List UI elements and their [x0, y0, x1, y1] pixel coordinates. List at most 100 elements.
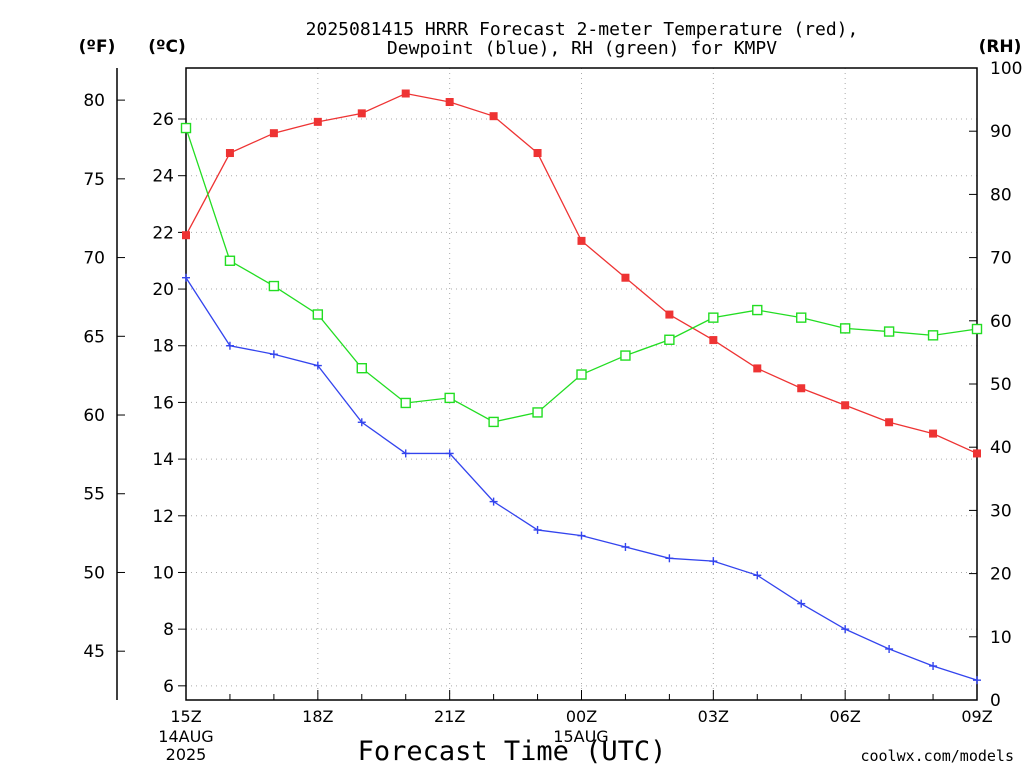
- fahrenheit-tick-label: 60: [83, 406, 105, 426]
- time-tick-label: 18Z: [302, 707, 333, 726]
- time-tick-label: 21Z: [434, 707, 465, 726]
- chart-title-line-2: Dewpoint (blue), RH (green) for KMPV: [387, 38, 777, 59]
- fahrenheit-tick-label: 70: [83, 249, 105, 269]
- rh-tick-label: 40: [990, 438, 1012, 458]
- rh-point: [927, 330, 939, 341]
- celsius-tick-label: 16: [152, 393, 174, 413]
- dewpoint-point: [709, 557, 718, 566]
- fahrenheit-axis: 45 50 55 60 65 70 75 80: [83, 91, 125, 662]
- chart-title-line-1: 2025081415 HRRR Forecast 2-meter Tempera…: [306, 19, 859, 40]
- dewpoint-point: [489, 497, 498, 506]
- time-tick-label: 00Z: [566, 707, 597, 726]
- temperature-point: [401, 89, 410, 98]
- rh-tick-label: 30: [990, 501, 1012, 521]
- temperature-point: [797, 384, 806, 393]
- fahrenheit-tick-label: 50: [83, 563, 105, 583]
- celsius-axis: 6 8 10 12 14 16 18 20 22 24 26: [152, 110, 186, 697]
- temperature-point: [577, 236, 586, 245]
- dewpoint-point: [753, 571, 762, 580]
- celsius-tick-label: 22: [152, 223, 174, 243]
- data-series: [180, 89, 983, 685]
- temperature-point: [445, 98, 454, 107]
- rh-point: [400, 397, 411, 409]
- time-axis: 15Z 18Z 21Z 00Z 03Z 06Z 09Z: [170, 690, 993, 726]
- temperature-point: [621, 273, 630, 282]
- dewpoint-point: [797, 599, 806, 608]
- temperature-point: [709, 336, 718, 345]
- celsius-tick-label: 6: [163, 677, 174, 697]
- dewpoint-series: [182, 273, 981, 685]
- dewpoint-point: [841, 625, 850, 634]
- temperature-point: [753, 364, 762, 373]
- temperature-point: [269, 129, 278, 138]
- temperature-point: [225, 149, 234, 158]
- celsius-tick-label: 14: [152, 450, 174, 470]
- temperature-series: [182, 89, 981, 458]
- rh-tick-label: 10: [990, 628, 1012, 648]
- fahrenheit-tick-label: 65: [83, 327, 105, 347]
- rh-tick-label: 50: [990, 375, 1012, 395]
- rh-point: [883, 326, 895, 337]
- rh-point: [576, 369, 587, 380]
- rh-tick-label: 0: [990, 691, 1001, 711]
- temperature-point: [182, 231, 190, 240]
- celsius-tick-label: 20: [152, 280, 174, 300]
- rh-point: [708, 312, 719, 323]
- rh-tick-label: 80: [990, 185, 1012, 205]
- celsius-tick-label: 26: [152, 110, 174, 130]
- rh-point: [620, 350, 631, 361]
- dewpoint-point: [313, 361, 322, 370]
- rh-tick-label: 90: [990, 122, 1012, 142]
- dewpoint-point: [445, 449, 454, 458]
- time-tick-label: 06Z: [830, 707, 861, 726]
- rh-point: [312, 309, 324, 320]
- rh-point: [268, 280, 280, 292]
- fahrenheit-unit-label: (ºF): [79, 37, 116, 57]
- temperature-point: [313, 117, 322, 126]
- rh-point: [664, 334, 675, 345]
- dewpoint-point: [929, 661, 938, 670]
- dewpoint-point: [885, 644, 894, 653]
- dewpoint-point: [973, 676, 981, 685]
- fahrenheit-tick-label: 80: [83, 91, 105, 111]
- temperature-point: [489, 112, 498, 121]
- fahrenheit-tick-label: 45: [83, 642, 105, 662]
- celsius-tick-label: 8: [163, 620, 174, 640]
- celsius-tick-label: 24: [152, 167, 174, 187]
- temperature-point: [533, 149, 542, 158]
- rh-point: [224, 255, 236, 266]
- dewpoint-point: [577, 531, 586, 540]
- fahrenheit-tick-label: 75: [83, 170, 105, 190]
- rh-point: [444, 392, 455, 404]
- rh-point: [488, 416, 499, 428]
- celsius-tick-label: 12: [152, 507, 174, 527]
- date-label-15aug: 15AUG: [553, 727, 608, 746]
- dewpoint-point: [269, 350, 278, 359]
- rh-tick-label: 20: [990, 565, 1012, 585]
- date-label-2025: 2025: [166, 745, 207, 764]
- rh-point: [796, 312, 807, 323]
- credit-text: coolwx.com/models: [860, 747, 1014, 765]
- rh-tick-label: 70: [990, 249, 1012, 269]
- celsius-unit-label: (ºC): [148, 37, 186, 57]
- x-axis-title: Forecast Time (UTC): [358, 736, 667, 767]
- dewpoint-point: [357, 418, 366, 427]
- temperature-point: [841, 401, 850, 410]
- rh-point: [971, 323, 983, 335]
- temperature-point: [885, 418, 894, 427]
- rh-series: [180, 122, 983, 428]
- temperature-point: [929, 429, 938, 438]
- dewpoint-point: [225, 341, 234, 350]
- rh-point: [356, 363, 367, 374]
- temperature-point: [973, 449, 981, 458]
- celsius-tick-label: 10: [152, 563, 174, 583]
- rh-axis: 0 10 20 30 40 50 60 70 80 90 100: [969, 59, 1022, 711]
- temperature-point: [665, 310, 674, 319]
- rh-tick-label: 100: [990, 59, 1022, 79]
- dewpoint-point: [533, 525, 542, 534]
- dewpoint-point: [621, 542, 630, 551]
- date-label-14aug: 14AUG: [158, 727, 213, 746]
- rh-unit-label: (RH): [979, 37, 1022, 57]
- rh-point: [752, 304, 763, 316]
